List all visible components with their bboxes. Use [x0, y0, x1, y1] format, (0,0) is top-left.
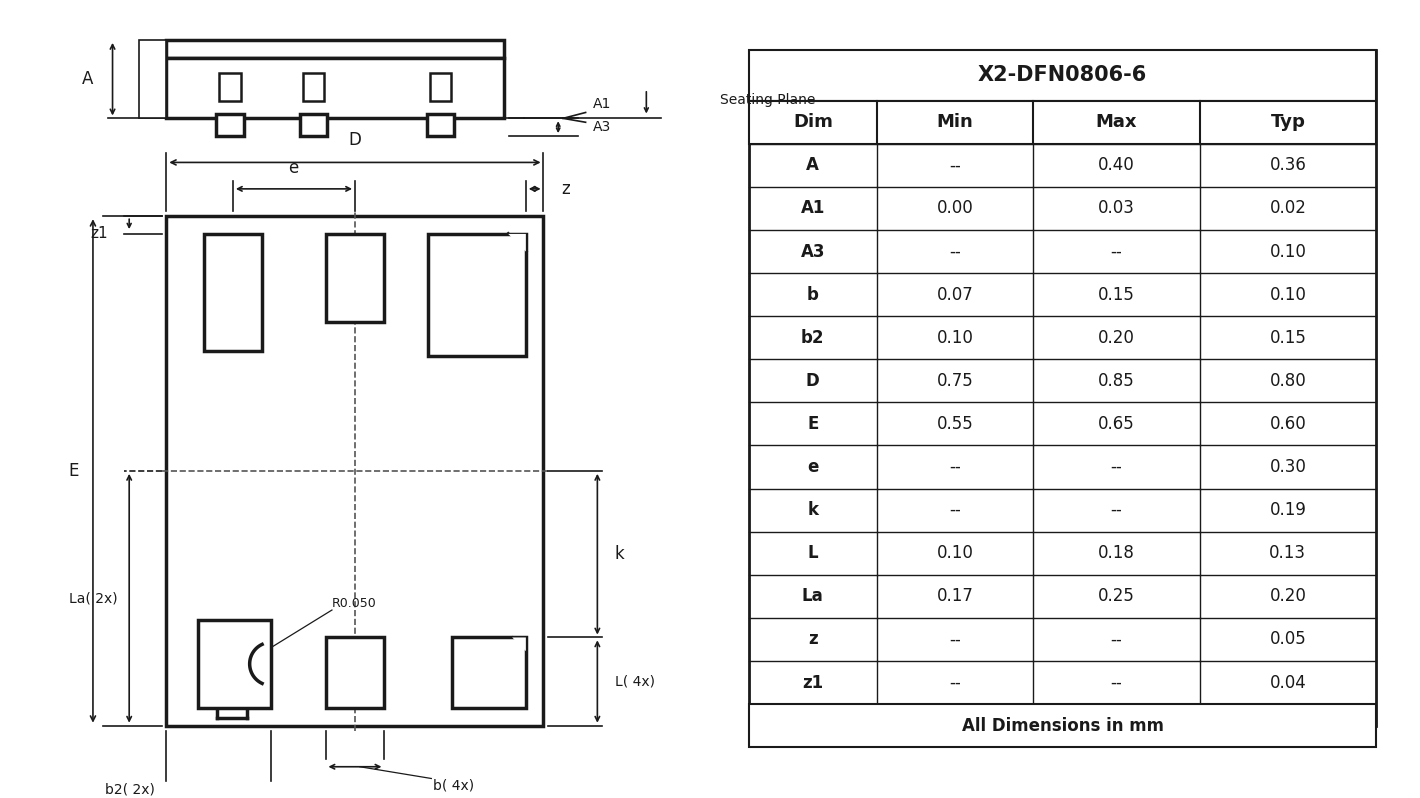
- Text: 0.05: 0.05: [1269, 630, 1306, 649]
- Text: --: --: [949, 674, 961, 692]
- Bar: [750, 704, 1376, 747]
- Text: Max: Max: [1096, 113, 1137, 131]
- Bar: [302, 73, 324, 101]
- Text: --: --: [1110, 501, 1122, 519]
- Text: --: --: [949, 243, 961, 261]
- Bar: [166, 40, 504, 57]
- Text: z1: z1: [802, 674, 824, 692]
- Text: b( 4x): b( 4x): [433, 779, 474, 792]
- Text: 0.10: 0.10: [936, 329, 973, 347]
- Text: --: --: [1110, 630, 1122, 649]
- Text: E: E: [807, 415, 818, 433]
- Text: 0.55: 0.55: [936, 415, 973, 433]
- Text: 0.04: 0.04: [1269, 674, 1306, 692]
- Text: 0.20: 0.20: [1269, 587, 1306, 606]
- Text: --: --: [949, 630, 961, 649]
- Bar: [197, 620, 271, 708]
- Text: 0.15: 0.15: [1098, 286, 1135, 304]
- Bar: [453, 638, 525, 708]
- Text: --: --: [1110, 674, 1122, 692]
- Text: 0.18: 0.18: [1098, 544, 1135, 563]
- Bar: [300, 114, 327, 136]
- Text: A3: A3: [801, 243, 825, 261]
- Text: R0.050: R0.050: [332, 597, 376, 610]
- Text: b: b: [807, 286, 819, 304]
- Text: A: A: [81, 70, 92, 88]
- Text: Typ: Typ: [1271, 113, 1305, 131]
- Bar: [750, 49, 1376, 101]
- Text: 0.36: 0.36: [1269, 156, 1306, 175]
- Text: Min: Min: [936, 113, 973, 131]
- Text: Dim: Dim: [792, 113, 832, 131]
- Text: 0.07: 0.07: [936, 286, 973, 304]
- Text: 0.13: 0.13: [1269, 544, 1306, 563]
- Text: z: z: [808, 630, 818, 649]
- Text: 0.20: 0.20: [1098, 329, 1135, 347]
- Text: 0.85: 0.85: [1098, 372, 1135, 390]
- Text: 0.15: 0.15: [1269, 329, 1306, 347]
- Text: k: k: [615, 545, 625, 563]
- Bar: [750, 49, 1376, 725]
- Text: 0.17: 0.17: [936, 587, 973, 606]
- Bar: [325, 638, 385, 708]
- Text: 0.10: 0.10: [1269, 243, 1306, 261]
- Text: 0.60: 0.60: [1269, 415, 1306, 433]
- Text: Seating Plane: Seating Plane: [720, 93, 815, 107]
- Text: e: e: [288, 159, 298, 177]
- Bar: [427, 234, 525, 357]
- Text: A: A: [807, 156, 819, 175]
- Bar: [166, 57, 504, 118]
- Text: --: --: [1110, 243, 1122, 261]
- Text: All Dimensions in mm: All Dimensions in mm: [961, 717, 1163, 735]
- Text: 0.00: 0.00: [936, 200, 973, 218]
- Text: --: --: [949, 156, 961, 175]
- Text: L: L: [808, 544, 818, 563]
- Text: A3: A3: [592, 120, 611, 134]
- Text: 0.75: 0.75: [936, 372, 973, 390]
- Bar: [430, 73, 452, 101]
- Text: --: --: [949, 458, 961, 476]
- Text: z: z: [561, 180, 569, 198]
- Bar: [166, 216, 544, 725]
- Text: La: La: [802, 587, 824, 606]
- Text: 0.80: 0.80: [1269, 372, 1306, 390]
- Bar: [203, 234, 263, 351]
- Bar: [427, 114, 454, 136]
- Text: 0.10: 0.10: [1269, 286, 1306, 304]
- Text: D: D: [807, 372, 819, 390]
- Text: 0.02: 0.02: [1269, 200, 1306, 218]
- Text: E: E: [68, 462, 78, 480]
- Bar: [216, 114, 244, 136]
- Bar: [750, 101, 1376, 144]
- Text: --: --: [949, 501, 961, 519]
- Text: La( 2x): La( 2x): [68, 591, 118, 605]
- Text: 0.10: 0.10: [936, 544, 973, 563]
- Text: A1: A1: [592, 97, 611, 110]
- Text: e: e: [807, 458, 818, 476]
- Text: L( 4x): L( 4x): [615, 674, 655, 689]
- Bar: [325, 234, 385, 322]
- Text: X2-DFN0806-6: X2-DFN0806-6: [978, 65, 1147, 85]
- Bar: [139, 40, 166, 118]
- Text: 0.65: 0.65: [1098, 415, 1135, 433]
- Bar: [219, 73, 241, 101]
- Text: b2( 2x): b2( 2x): [105, 782, 155, 796]
- Text: D: D: [348, 131, 361, 148]
- Text: 0.25: 0.25: [1098, 587, 1135, 606]
- Text: z1: z1: [89, 226, 108, 241]
- Text: 0.03: 0.03: [1098, 200, 1135, 218]
- Text: --: --: [1110, 458, 1122, 476]
- Polygon shape: [513, 638, 525, 651]
- Text: k: k: [808, 501, 818, 519]
- Text: 0.19: 0.19: [1269, 501, 1306, 519]
- Polygon shape: [508, 234, 525, 251]
- Text: A1: A1: [801, 200, 825, 218]
- Text: 0.30: 0.30: [1269, 458, 1306, 476]
- Text: b2: b2: [801, 329, 825, 347]
- Text: 0.40: 0.40: [1098, 156, 1135, 175]
